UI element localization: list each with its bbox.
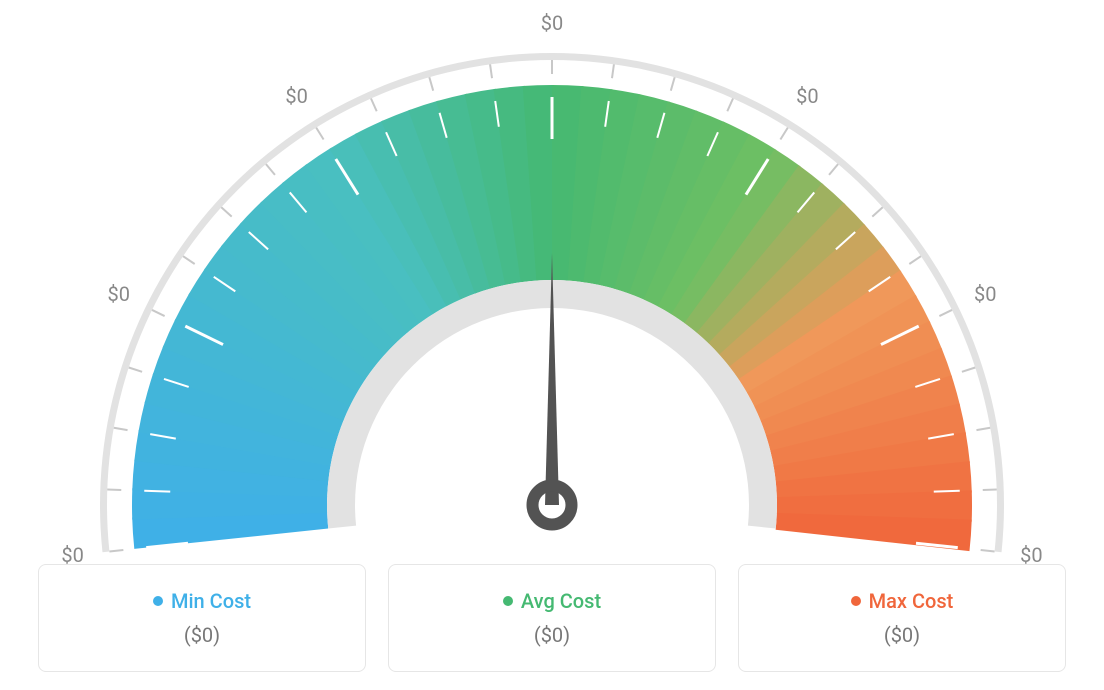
legend-dot-max	[851, 596, 861, 606]
legend-card-min: Min Cost ($0)	[38, 564, 366, 672]
legend-dot-min	[153, 596, 163, 606]
legend-card-max: Max Cost ($0)	[738, 564, 1066, 672]
gauge-scale-label: $0	[285, 84, 307, 108]
legend-value-min: ($0)	[184, 623, 220, 647]
legend-label-avg: Avg Cost	[521, 589, 601, 613]
legend-value-max: ($0)	[884, 623, 920, 647]
legend-row: Min Cost ($0) Avg Cost ($0) Max Cost ($0…	[38, 564, 1066, 672]
legend-label-max: Max Cost	[869, 589, 954, 613]
gauge-scale-label: $0	[796, 84, 818, 108]
legend-card-avg: Avg Cost ($0)	[388, 564, 716, 672]
gauge-scale-label: $0	[974, 282, 996, 306]
legend-value-avg: ($0)	[534, 623, 570, 647]
legend-dot-avg	[503, 596, 513, 606]
legend-label-min: Min Cost	[171, 589, 251, 613]
cost-gauge: $0$0$0$0$0$0$0	[0, 0, 1104, 560]
gauge-scale-label: $0	[541, 11, 563, 35]
gauge-scale-label: $0	[108, 282, 130, 306]
gauge-svg	[0, 0, 1104, 560]
